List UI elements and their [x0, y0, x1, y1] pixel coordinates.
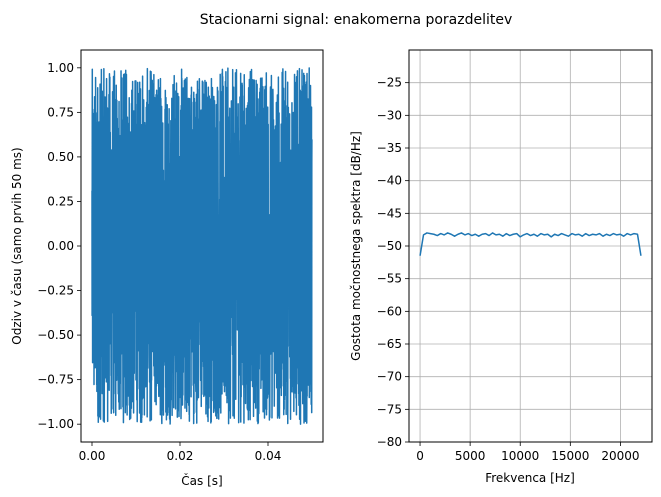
- y-tick-label: −0.75: [37, 373, 74, 387]
- y-tick-label: −40: [377, 174, 402, 188]
- y-tick-label: −70: [377, 370, 402, 384]
- psd-x-axis-label: Frekvenca [Hz]: [485, 471, 575, 485]
- y-tick-label: −55: [377, 272, 402, 286]
- y-tick-label: −25: [377, 76, 402, 90]
- y-tick-label: −0.25: [37, 284, 74, 298]
- psd-series: [419, 232, 642, 256]
- y-tick-label: 0.75: [47, 105, 74, 119]
- x-tick-label: 10000: [501, 449, 539, 463]
- time-plot-frame: [80, 49, 324, 443]
- time-y-axis-label: Odziv v času (samo prvih 50 ms): [10, 147, 24, 344]
- signal-line: [91, 67, 313, 425]
- time-x-axis-label: Čas [s]: [181, 473, 222, 488]
- time-axis-ticks: 0.00 0.02 0.04 −1.00 −0.75 −0.50 −0.25 0.00 0.25…: [37, 61, 281, 463]
- y-tick-label: −0.50: [37, 328, 74, 342]
- x-tick-label: 0.04: [255, 449, 282, 463]
- y-tick-label: −80: [377, 435, 402, 449]
- psd-axes: 0 5000 10000 15000 20000 −80 −75 −70 −65 −60 −55 −5…: [349, 49, 653, 485]
- x-tick-label: 0.02: [167, 449, 194, 463]
- y-tick-label: −1.00: [37, 417, 74, 431]
- psd-plot-frame: [408, 49, 653, 443]
- y-tick-label: −30: [377, 108, 402, 122]
- psd-axis-ticks: 0 5000 10000 15000 20000 −80 −75 −70 −65 −60 −55 −5…: [377, 76, 640, 463]
- psd-y-axis-label: Gostota močnostnega spektra [dB/Hz]: [349, 131, 363, 361]
- y-tick-label: 0.50: [47, 150, 74, 164]
- x-tick-label: 15000: [551, 449, 589, 463]
- y-tick-label: −45: [377, 206, 402, 220]
- y-tick-label: −75: [377, 402, 402, 416]
- y-tick-label: −50: [377, 239, 402, 253]
- psd-grid: [409, 50, 652, 443]
- x-tick-label: 0: [416, 449, 424, 463]
- y-tick-label: 1.00: [47, 61, 74, 75]
- time-signal-axes: 0.00 0.02 0.04 −1.00 −0.75 −0.50 −0.25 0.00 0.25…: [10, 49, 324, 488]
- figure-suptitle: Stacionarni signal: enakomerna porazdeli…: [200, 12, 513, 28]
- psd-line: [419, 232, 642, 256]
- y-tick-label: −60: [377, 304, 402, 318]
- x-tick-label: 5000: [455, 449, 486, 463]
- y-tick-label: 0.00: [47, 239, 74, 253]
- y-tick-label: 0.25: [47, 194, 74, 208]
- time-signal-trace: [91, 67, 313, 425]
- x-tick-label: 20000: [601, 449, 639, 463]
- x-tick-label: 0.00: [79, 449, 106, 463]
- y-tick-label: −65: [377, 337, 402, 351]
- y-tick-label: −35: [377, 141, 402, 155]
